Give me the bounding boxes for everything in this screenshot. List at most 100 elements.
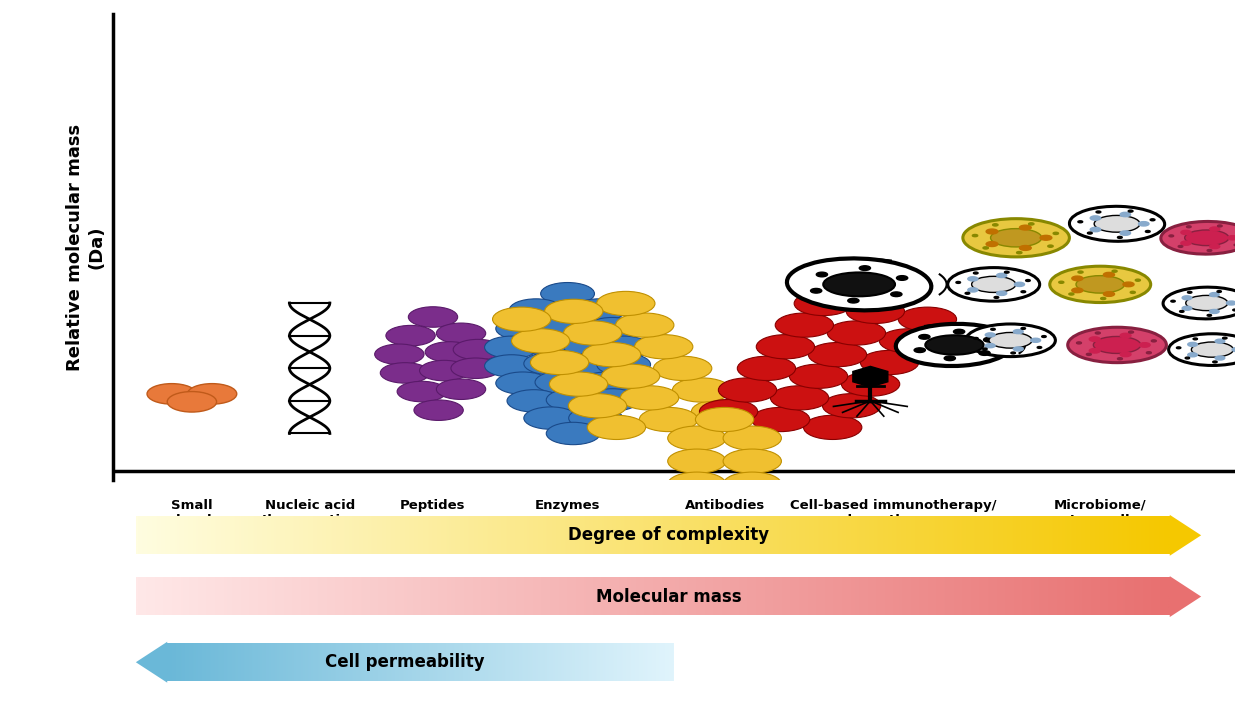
Circle shape — [1076, 342, 1081, 344]
Circle shape — [1037, 347, 1042, 348]
Circle shape — [1169, 235, 1173, 237]
Circle shape — [919, 335, 930, 339]
Circle shape — [495, 318, 549, 340]
Circle shape — [1171, 300, 1176, 302]
Circle shape — [1113, 270, 1118, 273]
Circle shape — [1215, 356, 1225, 360]
Circle shape — [1232, 309, 1237, 311]
Ellipse shape — [823, 273, 895, 297]
Circle shape — [723, 495, 781, 520]
Circle shape — [751, 407, 810, 431]
Y-axis label: Relative molecular mass
(Da): Relative molecular mass (Da) — [67, 124, 105, 371]
Circle shape — [1021, 328, 1026, 330]
Circle shape — [1090, 227, 1101, 232]
Circle shape — [1123, 282, 1134, 287]
Circle shape — [775, 313, 834, 337]
Circle shape — [1139, 342, 1150, 347]
Circle shape — [1237, 299, 1241, 300]
Text: Peptides: Peptides — [401, 498, 466, 512]
Circle shape — [1210, 309, 1220, 313]
Circle shape — [983, 247, 988, 249]
Circle shape — [1187, 292, 1192, 293]
Circle shape — [997, 273, 1007, 277]
Circle shape — [1188, 342, 1197, 347]
Text: Microbiome/
stem cells: Microbiome/ stem cells — [1053, 498, 1147, 527]
Circle shape — [897, 275, 907, 280]
Circle shape — [1004, 271, 1009, 273]
Circle shape — [985, 344, 995, 348]
Circle shape — [1179, 311, 1184, 312]
Circle shape — [1152, 340, 1157, 342]
Circle shape — [993, 224, 998, 226]
Circle shape — [1086, 353, 1091, 355]
Circle shape — [696, 407, 753, 431]
Circle shape — [1215, 339, 1225, 343]
Circle shape — [386, 325, 435, 346]
Text: Enzymes: Enzymes — [534, 498, 600, 512]
Circle shape — [1187, 226, 1191, 228]
Circle shape — [979, 351, 990, 355]
Circle shape — [1210, 227, 1220, 231]
Ellipse shape — [1094, 215, 1140, 232]
Circle shape — [493, 307, 551, 331]
Circle shape — [756, 335, 814, 359]
Text: Cell permeability: Cell permeability — [325, 653, 485, 671]
Circle shape — [597, 353, 650, 376]
Circle shape — [1072, 276, 1082, 281]
Circle shape — [654, 357, 712, 381]
Circle shape — [547, 389, 600, 411]
Circle shape — [1128, 210, 1133, 212]
Circle shape — [816, 272, 828, 277]
Text: Molecular mass: Molecular mass — [596, 587, 741, 606]
Circle shape — [1120, 213, 1130, 217]
Circle shape — [1120, 352, 1131, 357]
Circle shape — [823, 394, 881, 418]
Circle shape — [495, 372, 549, 395]
Ellipse shape — [1070, 206, 1164, 241]
Circle shape — [1227, 236, 1237, 240]
Circle shape — [397, 381, 446, 402]
Circle shape — [1048, 245, 1053, 247]
Circle shape — [415, 400, 464, 421]
Circle shape — [983, 348, 987, 350]
Circle shape — [1021, 291, 1026, 293]
Circle shape — [1193, 338, 1197, 340]
Circle shape — [1150, 219, 1155, 221]
Text: Degree of complexity: Degree of complexity — [568, 526, 769, 544]
Circle shape — [794, 292, 853, 316]
Circle shape — [420, 360, 469, 381]
Circle shape — [454, 340, 503, 360]
Circle shape — [994, 297, 999, 299]
Circle shape — [1210, 292, 1220, 297]
Circle shape — [1207, 249, 1212, 251]
Circle shape — [1104, 292, 1115, 297]
Circle shape — [848, 299, 859, 303]
Circle shape — [723, 449, 781, 473]
Circle shape — [842, 372, 900, 396]
Circle shape — [485, 354, 538, 377]
Circle shape — [586, 389, 639, 411]
Circle shape — [1019, 225, 1031, 230]
Circle shape — [898, 307, 956, 331]
Circle shape — [616, 313, 674, 337]
Circle shape — [1135, 279, 1140, 281]
Circle shape — [485, 336, 538, 359]
Circle shape — [1068, 293, 1074, 295]
Circle shape — [1090, 337, 1100, 342]
Circle shape — [1072, 288, 1082, 293]
Circle shape — [891, 292, 902, 297]
Circle shape — [1239, 233, 1244, 235]
Circle shape — [718, 378, 776, 402]
Circle shape — [572, 299, 626, 321]
Circle shape — [1011, 352, 1016, 354]
Circle shape — [968, 277, 978, 281]
Circle shape — [699, 400, 757, 424]
Circle shape — [944, 356, 955, 361]
Circle shape — [381, 363, 430, 383]
Circle shape — [620, 385, 679, 410]
Circle shape — [1013, 330, 1023, 334]
Circle shape — [1120, 333, 1131, 337]
Circle shape — [425, 342, 475, 362]
Circle shape — [1026, 280, 1031, 282]
Ellipse shape — [1160, 222, 1252, 254]
